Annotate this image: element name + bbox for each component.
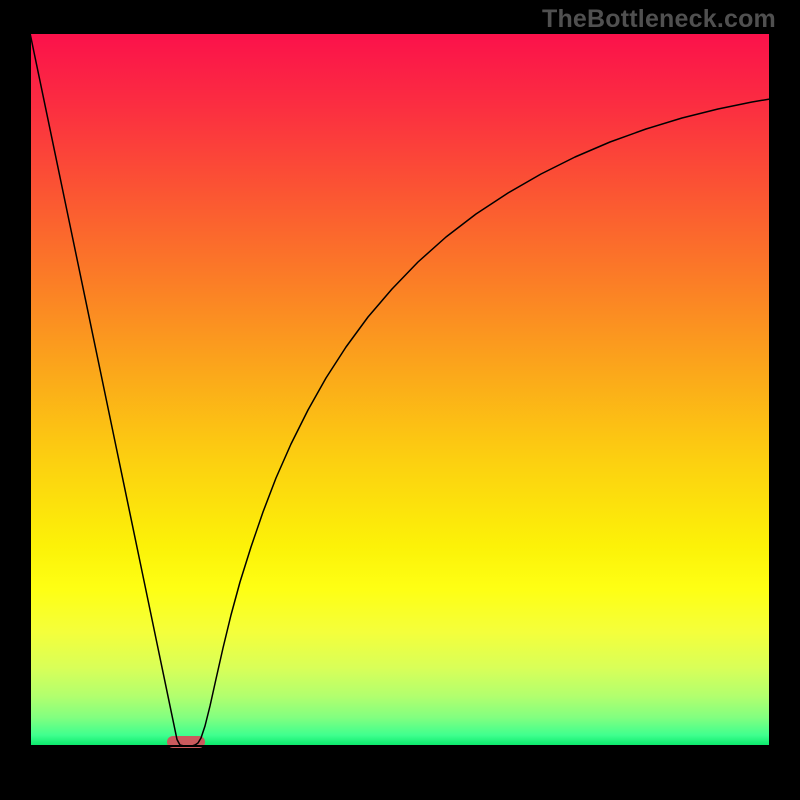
watermark-text: TheBottleneck.com	[542, 5, 776, 34]
plot-background	[30, 33, 770, 746]
bottleneck-chart	[0, 0, 800, 800]
